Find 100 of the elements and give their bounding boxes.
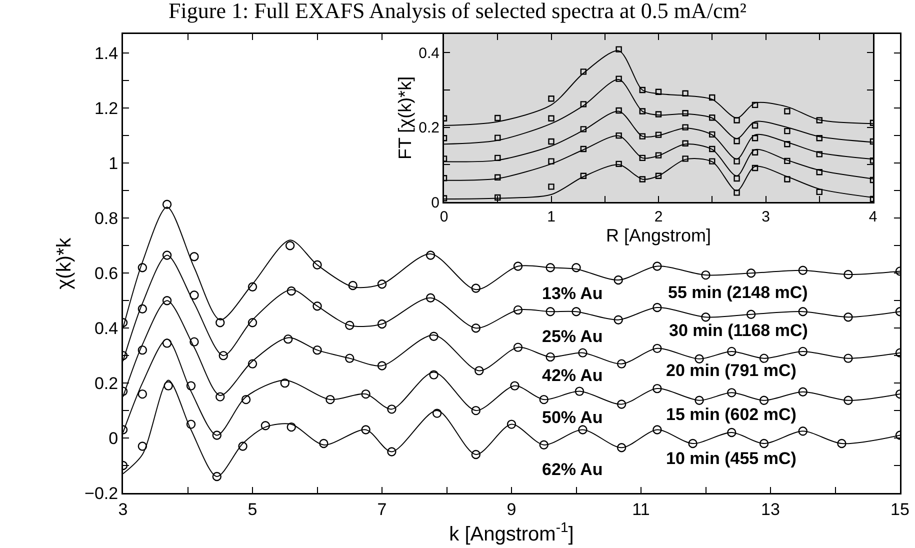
point <box>426 250 436 260</box>
point <box>727 428 736 438</box>
point <box>286 286 296 296</box>
point <box>727 346 736 356</box>
point <box>377 319 387 329</box>
point <box>746 268 756 278</box>
y-tick-label: 0.2 <box>94 374 118 394</box>
x-tick-label: 1 <box>547 208 556 226</box>
y-tick-label: 0.4 <box>418 44 440 62</box>
point <box>494 134 501 141</box>
point <box>494 154 501 162</box>
point <box>361 425 370 434</box>
point <box>798 387 808 396</box>
point <box>616 107 622 114</box>
point <box>784 108 790 114</box>
point <box>572 307 581 316</box>
point <box>655 111 662 118</box>
annotation: 30 min (1168 mC) <box>669 321 808 340</box>
x-tick-label: 7 <box>377 500 387 519</box>
point <box>506 420 516 429</box>
point <box>546 307 555 316</box>
point <box>682 90 688 96</box>
y-tick-label: 0.4 <box>94 319 118 338</box>
point <box>709 94 716 101</box>
annotation: 15 min (602 mC) <box>666 405 796 424</box>
point <box>759 396 769 405</box>
point <box>162 200 172 210</box>
point <box>746 310 756 319</box>
point <box>709 114 716 121</box>
point <box>312 260 322 270</box>
annotation: 13% Au <box>542 284 603 303</box>
point <box>709 146 716 152</box>
point <box>494 114 501 122</box>
y-tick-label: 1 <box>108 154 118 174</box>
point <box>574 386 584 396</box>
point <box>639 108 646 114</box>
point <box>513 262 523 271</box>
point <box>164 381 173 390</box>
point <box>639 176 646 182</box>
point <box>216 318 225 328</box>
point <box>548 138 554 145</box>
y-tick-label: 0.8 <box>94 209 118 228</box>
point <box>616 359 626 368</box>
point <box>816 188 822 196</box>
y-axis-title: FT [χ(k)*k] <box>395 76 415 160</box>
point <box>639 154 646 162</box>
annotation: 55 min (2148 mC) <box>668 283 808 302</box>
point <box>471 323 480 333</box>
point <box>694 354 704 364</box>
point <box>474 366 484 376</box>
point <box>138 345 148 355</box>
point <box>494 174 501 180</box>
point <box>285 241 295 250</box>
point <box>709 158 716 164</box>
point <box>548 158 554 164</box>
point <box>652 384 662 394</box>
point <box>162 296 172 306</box>
point <box>652 344 662 354</box>
chart-title: Figure 1: Full EXAFS Analysis of selected spectra at 0.5 mA/cm² <box>168 0 747 24</box>
point <box>546 263 555 272</box>
point <box>238 442 248 451</box>
point <box>734 117 740 124</box>
point <box>248 359 258 368</box>
point <box>709 131 716 138</box>
point <box>216 392 225 402</box>
point <box>701 270 710 280</box>
point <box>816 135 822 142</box>
point <box>513 342 523 352</box>
point <box>580 68 587 75</box>
point <box>616 76 622 82</box>
y-tick-label: 1.2 <box>94 99 118 118</box>
annotation: 25% Au <box>542 327 603 346</box>
point <box>816 169 822 176</box>
x-tick-label: 4 <box>868 208 878 226</box>
point <box>752 122 758 129</box>
point <box>578 425 588 434</box>
annotation: 62% Au <box>542 460 603 479</box>
x-tick-label: 13 <box>761 500 780 519</box>
point <box>816 151 822 158</box>
point <box>326 394 335 404</box>
point <box>548 95 554 102</box>
point <box>212 472 222 482</box>
point <box>655 132 662 138</box>
point <box>682 124 688 130</box>
y-tick-label: 0 <box>431 194 440 212</box>
point <box>616 400 626 409</box>
point <box>578 348 588 358</box>
point <box>319 438 328 448</box>
y-tick-label: −0.2 <box>84 484 118 503</box>
point <box>639 86 646 94</box>
point <box>241 394 251 404</box>
x-axis-title: k [Angstrom$^{-1}$] <box>449 518 574 546</box>
point <box>471 450 480 460</box>
point <box>190 337 199 346</box>
point <box>816 117 822 124</box>
point <box>652 425 662 434</box>
point <box>727 388 736 398</box>
point <box>655 152 662 158</box>
point <box>248 318 258 328</box>
point <box>548 184 554 190</box>
